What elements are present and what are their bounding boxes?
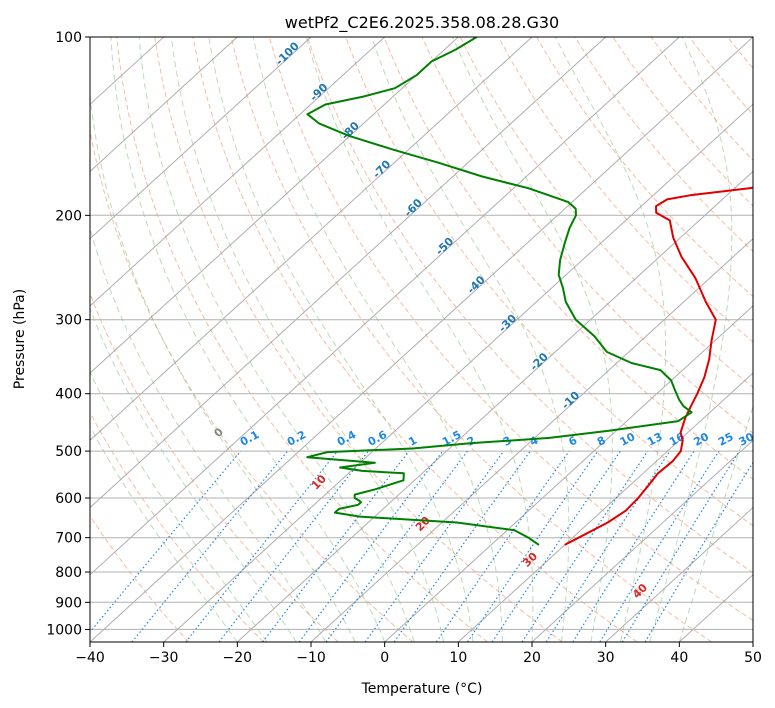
x-tick-label: 0 [380, 650, 389, 666]
mixing-ratio-line [90, 450, 242, 633]
isotherm-line [90, 37, 459, 374]
dry-adiabat-line [497, 37, 753, 343]
moist-adiabat-line [554, 37, 667, 642]
x-tick-label: −40 [75, 650, 105, 666]
dry-adiabat-line [307, 37, 753, 574]
dry-adiabat-line [192, 37, 638, 642]
isotherm-line [90, 37, 238, 173]
mixing-ratio-line [545, 450, 671, 642]
dry-adiabat-line [90, 411, 264, 642]
mixing-ratio-line [262, 450, 410, 642]
isotherm-line [605, 506, 753, 642]
chart-title: wetPf2_C2E6.2025.358.08.28.G30 [285, 13, 559, 33]
y-tick-label: 1000 [46, 622, 82, 638]
isotherm-line [531, 439, 753, 642]
dry-adiabat-line [154, 37, 563, 642]
isotherm-line [457, 372, 753, 642]
mixing-ratio-line [298, 450, 444, 642]
mixing-ratio-line [621, 450, 740, 642]
mixing-ratio-line [466, 450, 599, 642]
y-tick-label: 800 [55, 565, 82, 581]
isotherm-line [90, 37, 386, 307]
mixing-ratio-line [393, 450, 531, 642]
mixing-ratio-line [185, 450, 339, 642]
x-tick-label: 20 [523, 650, 541, 666]
y-tick-label: 500 [55, 444, 82, 460]
plot-frame [89, 36, 754, 643]
mixing-ratio-line [572, 450, 695, 642]
x-tick-label: 50 [744, 650, 762, 666]
y-tick-label: 900 [55, 595, 82, 611]
isotherm-line [90, 37, 607, 509]
moist-adiabat-line [90, 370, 268, 642]
isotherm-line [384, 305, 753, 642]
dry-adiabat-line [536, 37, 753, 298]
isotherm-line [90, 37, 680, 576]
mixing-ratio-label: 13 [645, 430, 665, 449]
y-axis: 100 200 300 400 500 600 700 800 900 1000 [46, 30, 90, 638]
x-axis-title: Temperature (°C) [361, 681, 483, 697]
mixing-ratio-label: 30 [737, 430, 757, 449]
moist-adiabat-line [90, 227, 327, 642]
isotherm-line [90, 37, 753, 642]
moist-adiabat-line [170, 37, 445, 642]
y-axis-title: Pressure (hPa) [12, 289, 28, 389]
x-tick-label: −20 [223, 650, 253, 666]
dry-adiabat-line [421, 37, 753, 434]
x-tick-label: 40 [670, 650, 688, 666]
moist-adiabat-line [678, 404, 753, 642]
isotherm-line [310, 237, 753, 642]
dry-adiabat-line [116, 37, 488, 642]
mixing-ratio-label: 10 [618, 430, 638, 449]
y-tick-label: 200 [55, 208, 82, 224]
x-tick-label: 10 [449, 650, 467, 666]
y-tick-label: 100 [55, 30, 82, 46]
moist-adiabat-line [138, 37, 415, 642]
y-tick-label: 600 [55, 491, 82, 507]
y-tick-label: 400 [55, 387, 82, 403]
mixing-ratio-line [325, 450, 468, 642]
moist-adiabat-line [305, 37, 534, 642]
temperature-trace [564, 186, 753, 546]
mixing-ratio-line [491, 450, 621, 642]
isotherm-line [90, 37, 533, 442]
moist-adiabat-line [649, 37, 733, 642]
dewpoint-trace [306, 37, 693, 546]
grid-layer [90, 37, 753, 642]
dry-adiabat-line [268, 37, 753, 622]
mixing-ratio-line [131, 450, 289, 642]
moist-adiabat-line [110, 37, 386, 642]
y-tick-label: 300 [55, 313, 82, 329]
isotherm-line [236, 170, 753, 642]
x-axis: −40 −30 −20 −10 0 10 20 30 40 50 [75, 642, 762, 666]
moist-adiabat-line [252, 37, 503, 642]
mixing-ratio-line [435, 450, 570, 642]
mixing-ratio-label: 25 [716, 430, 736, 449]
x-tick-label: 30 [597, 650, 615, 666]
moist-adiabat-line [371, 37, 570, 642]
moist-adiabat-line [452, 37, 613, 642]
mixing-ratio-line [521, 450, 649, 642]
isotherm-line [163, 103, 753, 642]
mixing-ratio-line [364, 450, 505, 642]
moist-adiabat-line [90, 91, 356, 642]
trace-layer [306, 37, 753, 546]
x-tick-label: −10 [296, 650, 326, 666]
y-tick-label: 700 [55, 531, 82, 547]
x-tick-label: −30 [149, 650, 179, 666]
moist-adiabat-line [90, 425, 238, 642]
isotherm-line [90, 37, 312, 240]
moist-adiabat-line [208, 37, 474, 642]
mixing-ratio-label: 20 [691, 430, 711, 449]
